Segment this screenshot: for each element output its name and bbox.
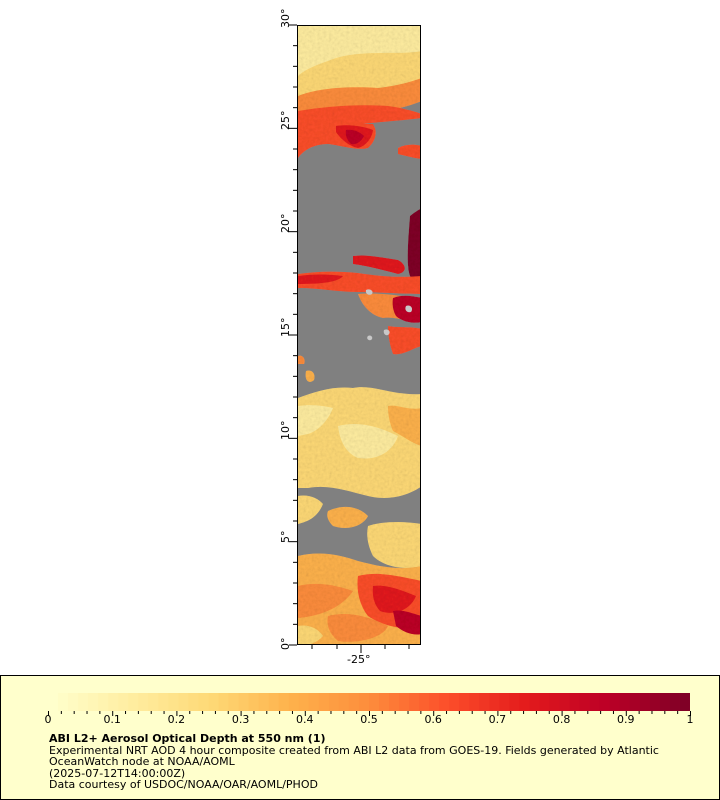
colorbar-segment — [649, 693, 661, 711]
lat-label-0: 0° — [279, 637, 292, 651]
colorbar-segment — [519, 693, 531, 711]
colorbar-segment — [609, 693, 621, 711]
aod-field — [298, 26, 420, 644]
colorbar-segment — [328, 693, 340, 711]
colorbar-segment — [278, 693, 290, 711]
colorbar-segment — [579, 693, 591, 711]
colorbar-segment — [409, 693, 420, 711]
colorbar-segment — [268, 693, 280, 711]
colorbar-segment — [138, 693, 149, 711]
colorbar-segment — [479, 693, 490, 711]
legend-panel: 0 0.1 0.2 0.3 0.4 0.5 0.6 0.7 0.8 0.9 1 ABI L2+ Ae… — [0, 675, 720, 800]
colorbar-segment — [158, 693, 169, 711]
colorbar-segment — [108, 693, 119, 711]
colorbar-segment — [629, 693, 641, 711]
lat-label-25: 25° — [279, 110, 292, 131]
colorbar-tick-label: 0.7 — [488, 713, 507, 726]
colorbar-segment — [529, 693, 541, 711]
legend-line-3: (2025-07-12T14:00:00Z) — [49, 767, 186, 780]
colorbar-segment — [258, 693, 270, 711]
colorbar-segment — [188, 693, 200, 711]
colorbar-segment — [569, 693, 581, 711]
colorbar-segment — [288, 693, 300, 711]
colorbar-segment — [419, 693, 430, 711]
colorbar-tick-label: 0.8 — [552, 713, 571, 726]
colorbar — [48, 693, 690, 711]
colorbar-segment — [58, 693, 69, 711]
colorbar-segment — [559, 693, 571, 711]
colorbar-segment — [78, 693, 89, 711]
colorbar-segment — [308, 693, 320, 711]
lat-label-20: 20° — [279, 213, 292, 234]
colorbar-segment — [228, 693, 240, 711]
colorbar-segment — [238, 693, 250, 711]
lon-label-25w: -25° — [347, 653, 371, 666]
colorbar-segment — [318, 693, 330, 711]
lat-label-30: 30° — [279, 8, 292, 29]
colorbar-segment — [168, 693, 180, 711]
colorbar-segment — [679, 693, 690, 711]
colorbar-segment — [88, 693, 99, 711]
colorbar-segment — [48, 693, 59, 711]
colorbar-segment — [429, 693, 440, 711]
colorbar-segment — [669, 693, 681, 711]
colorbar-segment — [439, 693, 450, 711]
colorbar-segment — [198, 693, 210, 711]
lat-label-10: 10° — [279, 420, 292, 441]
legend-line-2: OceanWatch node at NOAA/AOML — [49, 755, 235, 768]
lat-label-15: 15° — [279, 317, 292, 338]
colorbar-tick-label: 0.5 — [360, 713, 378, 726]
colorbar-segment — [449, 693, 460, 711]
aod-map — [297, 25, 421, 645]
colorbar-segment — [589, 693, 601, 711]
colorbar-segment — [68, 693, 79, 711]
colorbar-segment — [118, 693, 129, 711]
colorbar-segment — [379, 693, 390, 711]
colorbar-segment — [499, 693, 511, 711]
colorbar-tick-label: 0.4 — [296, 713, 314, 726]
colorbar-segment — [639, 693, 651, 711]
colorbar-segment — [148, 693, 159, 711]
colorbar-tick-label: 0.2 — [167, 713, 186, 726]
legend-line-4: Data courtesy of USDOC/NOAA/OAR/AOML/PHO… — [49, 778, 318, 791]
legend-title: ABI L2+ Aerosol Optical Depth at 550 nm … — [49, 732, 326, 745]
colorbar-segment — [358, 693, 370, 711]
lat-label-5: 5° — [279, 530, 292, 544]
colorbar-segment — [659, 693, 671, 711]
colorbar-segment — [98, 693, 109, 711]
colorbar-tick-label: 0.6 — [424, 713, 442, 726]
colorbar-tick-label: 0 — [44, 713, 52, 726]
colorbar-segment — [298, 693, 310, 711]
colorbar-tick-label: 0.3 — [231, 713, 250, 726]
colorbar-segment — [619, 693, 631, 711]
colorbar-segment — [539, 693, 551, 711]
colorbar-ticks — [48, 711, 691, 716]
colorbar-tick-label: 0.1 — [103, 713, 121, 726]
colorbar-segment — [369, 693, 380, 711]
colorbar-tick-label: 0.9 — [617, 713, 635, 726]
colorbar-segment — [208, 693, 220, 711]
colorbar-tick-label: 1 — [686, 713, 694, 726]
colorbar-segment — [128, 693, 139, 711]
colorbar-segment — [489, 693, 501, 711]
colorbar-segment — [248, 693, 260, 711]
colorbar-segment — [459, 693, 470, 711]
legend-line-1: Experimental NRT AOD 4 hour composite cr… — [49, 744, 659, 757]
longitude-axis — [311, 645, 410, 653]
colorbar-segment — [399, 693, 410, 711]
latitude-axis — [289, 24, 297, 646]
colorbar-segment — [549, 693, 561, 711]
colorbar-segment — [178, 693, 190, 711]
colorbar-segment — [218, 693, 230, 711]
colorbar-segment — [469, 693, 480, 711]
colorbar-segment — [348, 693, 360, 711]
colorbar-segment — [509, 693, 521, 711]
colorbar-segment — [389, 693, 400, 711]
colorbar-segment — [599, 693, 611, 711]
colorbar-segment — [338, 693, 350, 711]
